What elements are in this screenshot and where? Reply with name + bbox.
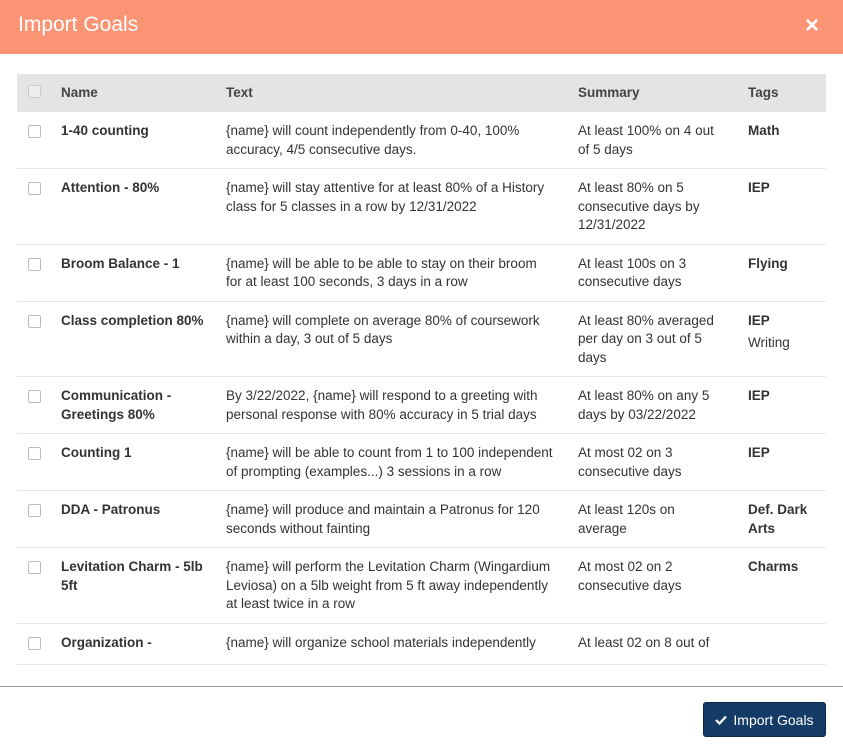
tag: IEP [748,312,770,328]
select-cell [17,376,50,434]
select-cell [17,490,50,548]
tag: IEP [748,388,770,403]
tag: Flying [748,255,788,271]
row-checkbox[interactable] [28,314,41,328]
goal-tags: IEP [737,376,826,434]
goal-name: Organization - [50,623,215,665]
goal-text: {name} will count independently from 0-4… [215,112,567,169]
tag: Writing [748,335,790,350]
row-checkbox[interactable] [28,390,41,403]
goal-text: {name} will organize school materials in… [215,623,567,665]
goal-summary: At least 100s on 3 consecutive days [567,244,737,302]
goal-tags: IEP [737,168,826,245]
select-all-cell [17,74,50,112]
goals-table: Name Text Summary Tags 1-40 counting {name} … [17,74,826,665]
goal-summary: At least 120s on average [567,490,737,548]
goal-row: 1-40 counting {name} will count independe… [17,112,826,169]
goal-name: Class completion 80% [50,301,215,377]
tag: Charms [748,559,799,574]
select-cell [17,112,50,169]
goal-tags: Math [737,112,826,169]
close-button[interactable]: × [804,12,819,39]
table-header: Name Text Summary Tags [17,74,826,112]
column-header: Summary [567,74,737,112]
column-header: Name [50,74,215,112]
goal-row: Organization - {name} will organize schoo… [17,623,826,665]
row-checkbox[interactable] [28,125,41,138]
goal-row: Communication - Greetings 80% By 3/22/202… [17,376,826,434]
select-cell [17,168,50,245]
goal-name: Communication - Greetings 80% [50,376,215,434]
footer-divider [0,686,843,687]
goal-text: By 3/22/2022, {name} will respond to a g… [215,376,567,434]
dialog-title: Import Goals [18,13,139,36]
select-cell [17,301,50,377]
goal-name: Levitation Charm - 5lb 5ft [50,547,215,624]
row-checkbox[interactable] [28,636,41,650]
goal-row: Class completion 80% {name} will complete… [17,301,826,377]
goal-row: Attention - 80% {name} will stay attentiv… [17,168,826,245]
goal-tags: Flying [737,244,826,302]
goal-summary: At least 80% averaged per day on 3 out o… [567,301,737,377]
goal-row: Levitation Charm - 5lb 5ft {name} will pe… [17,547,826,624]
select-cell [17,244,50,302]
tag: Math [748,123,780,138]
goal-text: {name} will be able to be able to stay o… [215,244,567,302]
goal-text: {name} will perform the Levitation Charm… [215,547,567,624]
goal-row: DDA - Patronus {name} will produce and ma… [17,490,826,548]
select-cell [17,623,50,665]
goal-text: {name} will produce and maintain a Patro… [215,490,567,548]
goal-text: {name} will stay attentive for at least … [215,168,567,245]
goal-name: Attention - 80% [50,168,215,245]
column-header: Text [215,74,567,112]
goal-name: DDA - Patronus [50,490,215,548]
goal-text: {name} will complete on average 80% of c… [215,301,567,377]
goal-summary: At most 02 on 2 consecutive days [567,547,737,624]
goal-tags: Charms [737,547,826,624]
row-checkbox[interactable] [28,257,41,271]
goal-summary: At least 80% on any 5 days by 03/22/2022 [567,376,737,434]
goal-tags: IEP Writing [737,301,826,377]
tag: IEP [748,445,770,460]
goal-tags: Def. Dark Arts [737,490,826,548]
dialog-header: Import Goals × [0,0,843,54]
select-cell [17,433,50,491]
goal-summary: At least 02 on 8 out of [567,623,737,665]
goal-summary: At least 80% on 5 consecutive days by 12… [567,168,737,245]
goal-name: Counting 1 [50,433,215,491]
goals-table-scroll: Name Text Summary Tags 1-40 counting {name} … [17,74,826,667]
goal-summary: At most 02 on 3 consecutive days [567,433,737,491]
goal-name: Broom Balance - 1 [50,244,215,302]
goal-tags: IEP [737,433,826,491]
tag: IEP [748,180,770,195]
column-header: Tags [737,74,826,112]
goal-row: Counting 1 {name} will be able to count f… [17,433,826,491]
row-checkbox[interactable] [28,182,41,195]
goal-row: Broom Balance - 1 {name} will be able to … [17,244,826,302]
goal-text: {name} will be able to count from 1 to 1… [215,433,567,491]
select-cell [17,547,50,624]
import-goals-button[interactable]: Import Goals [703,702,826,737]
row-checkbox[interactable] [28,447,41,460]
tag: Def. Dark Arts [748,502,808,536]
select-all-checkbox[interactable] [28,85,41,99]
check-icon [715,715,728,725]
goal-tags [737,623,826,665]
row-checkbox[interactable] [28,504,41,517]
goal-summary: At least 100% on 4 out of 5 days [567,112,737,169]
row-checkbox[interactable] [28,561,41,574]
goal-name: 1-40 counting [50,112,215,169]
button-label: Import Goals [733,711,814,728]
